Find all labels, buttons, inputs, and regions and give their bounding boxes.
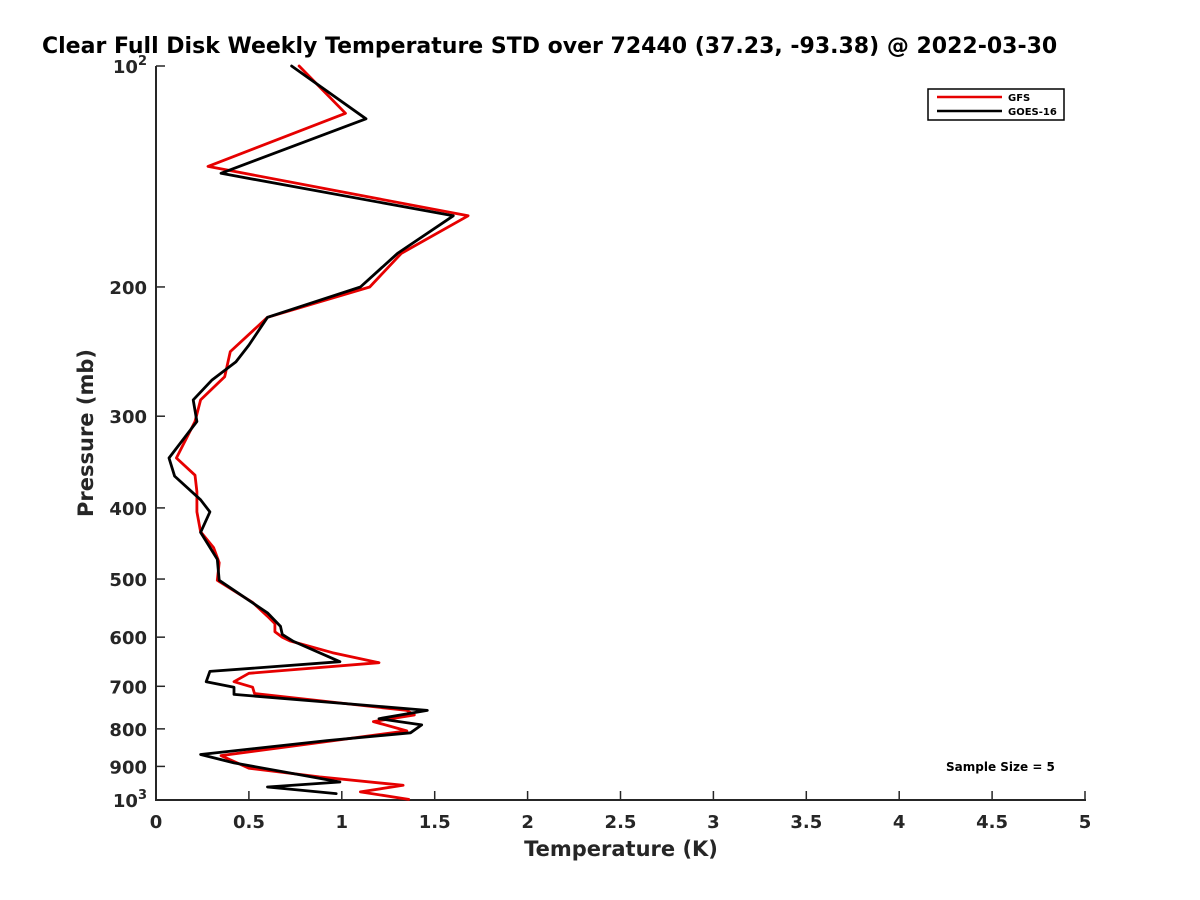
- plot-area: 0 0.5 1 1.5 2 2.5 3 3.5 4 4.5 5 102 200 300 400 500 600…: [109, 54, 1091, 833]
- y-tick-label: 300: [109, 407, 147, 428]
- y-tick-label: 500: [109, 570, 147, 591]
- series-line-goes-16: [167, 64, 455, 795]
- x-tick-label: 4: [893, 812, 906, 833]
- y-tick-label: 200: [109, 278, 147, 299]
- x-tick-label: 2.5: [605, 812, 637, 833]
- y-tick-label: 900: [109, 757, 147, 778]
- series-line-gfs: [174, 64, 470, 801]
- x-ticks: 0 0.5 1 1.5 2 2.5 3 3.5 4 4.5 5: [150, 791, 1092, 833]
- x-axis-label: Temperature (K): [524, 837, 718, 861]
- y-tick-label: 800: [109, 720, 147, 741]
- x-tick-label: 0: [150, 812, 163, 833]
- sample-size-annotation: Sample Size = 5: [946, 760, 1055, 774]
- y-tick-label: 700: [109, 677, 147, 698]
- y-ticks: 102 200 300 400 500 600 700 800 900 103: [109, 54, 165, 812]
- x-tick-label: 3: [707, 812, 720, 833]
- y-tick-label: 102: [113, 54, 147, 78]
- y-tick-label: 103: [113, 788, 147, 812]
- x-tick-label: 5: [1079, 812, 1092, 833]
- legend-box: [927, 88, 1065, 121]
- x-tick-label: 2: [521, 812, 534, 833]
- legend: GFS GOES-16: [927, 88, 1065, 121]
- y-tick-label: 400: [109, 499, 147, 520]
- legend-label-gfs: GFS: [1008, 93, 1030, 104]
- legend-label-goes-16: GOES-16: [1008, 107, 1057, 118]
- x-tick-label: 4.5: [976, 812, 1008, 833]
- x-tick-label: 1.5: [419, 812, 451, 833]
- y-axis-label: Pressure (mb): [74, 349, 98, 517]
- x-tick-label: 3.5: [790, 812, 822, 833]
- x-tick-label: 0.5: [233, 812, 265, 833]
- x-tick-label: 1: [336, 812, 349, 833]
- series-layer: [167, 64, 470, 801]
- y-tick-label: 600: [109, 628, 147, 649]
- chart-title: Clear Full Disk Weekly Temperature STD o…: [42, 34, 1057, 59]
